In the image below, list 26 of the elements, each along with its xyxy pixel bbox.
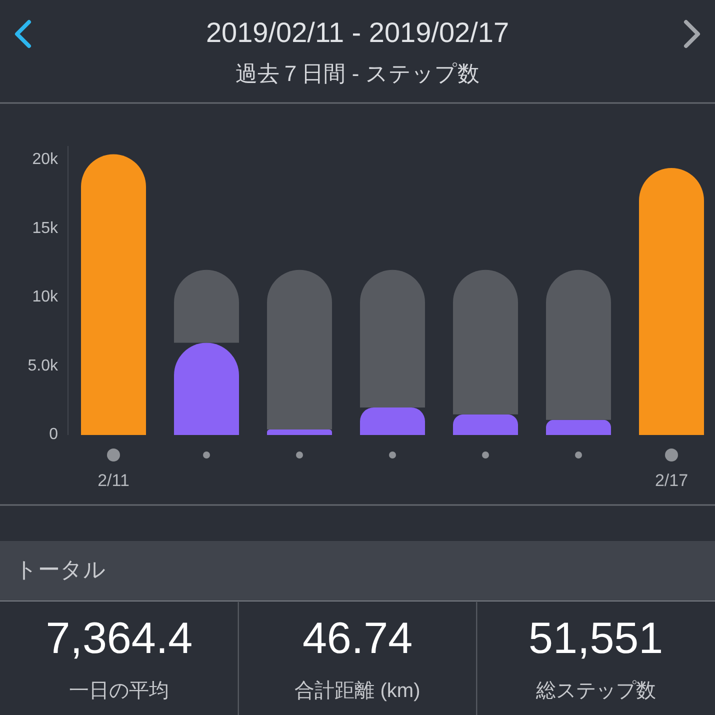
x-tick-label: 2/11 [98,471,130,490]
y-tick-label: 15k [32,220,59,237]
text: 総ステップ数 [534,680,656,702]
text: 46.74 [302,614,413,663]
bar [81,154,146,435]
bar [267,270,332,430]
bar [360,407,425,435]
y-tick-label: 20k [32,150,59,168]
text: トータル [15,556,106,582]
y-tick-label: 5.0k [28,357,59,374]
bar [360,270,425,408]
chart-title: 2019/02/11 - 2019/02/17 [206,17,510,48]
x-tick-label: 2/17 [654,471,688,490]
text: 合計距離 (km) [294,680,420,702]
y-tick-label: 0 [49,426,58,444]
bar [546,420,611,435]
chart-subtitle: 過去７日間 - ステップ数 [236,60,480,86]
bar [267,429,332,435]
bar [453,270,518,414]
text: 51,551 [528,614,664,663]
y-tick-label: 10k [32,288,59,306]
bar [453,414,518,435]
text: 7,364.4 [46,614,193,663]
bar [639,168,704,435]
text: 一日の平均 [69,680,170,702]
bar [546,270,611,420]
